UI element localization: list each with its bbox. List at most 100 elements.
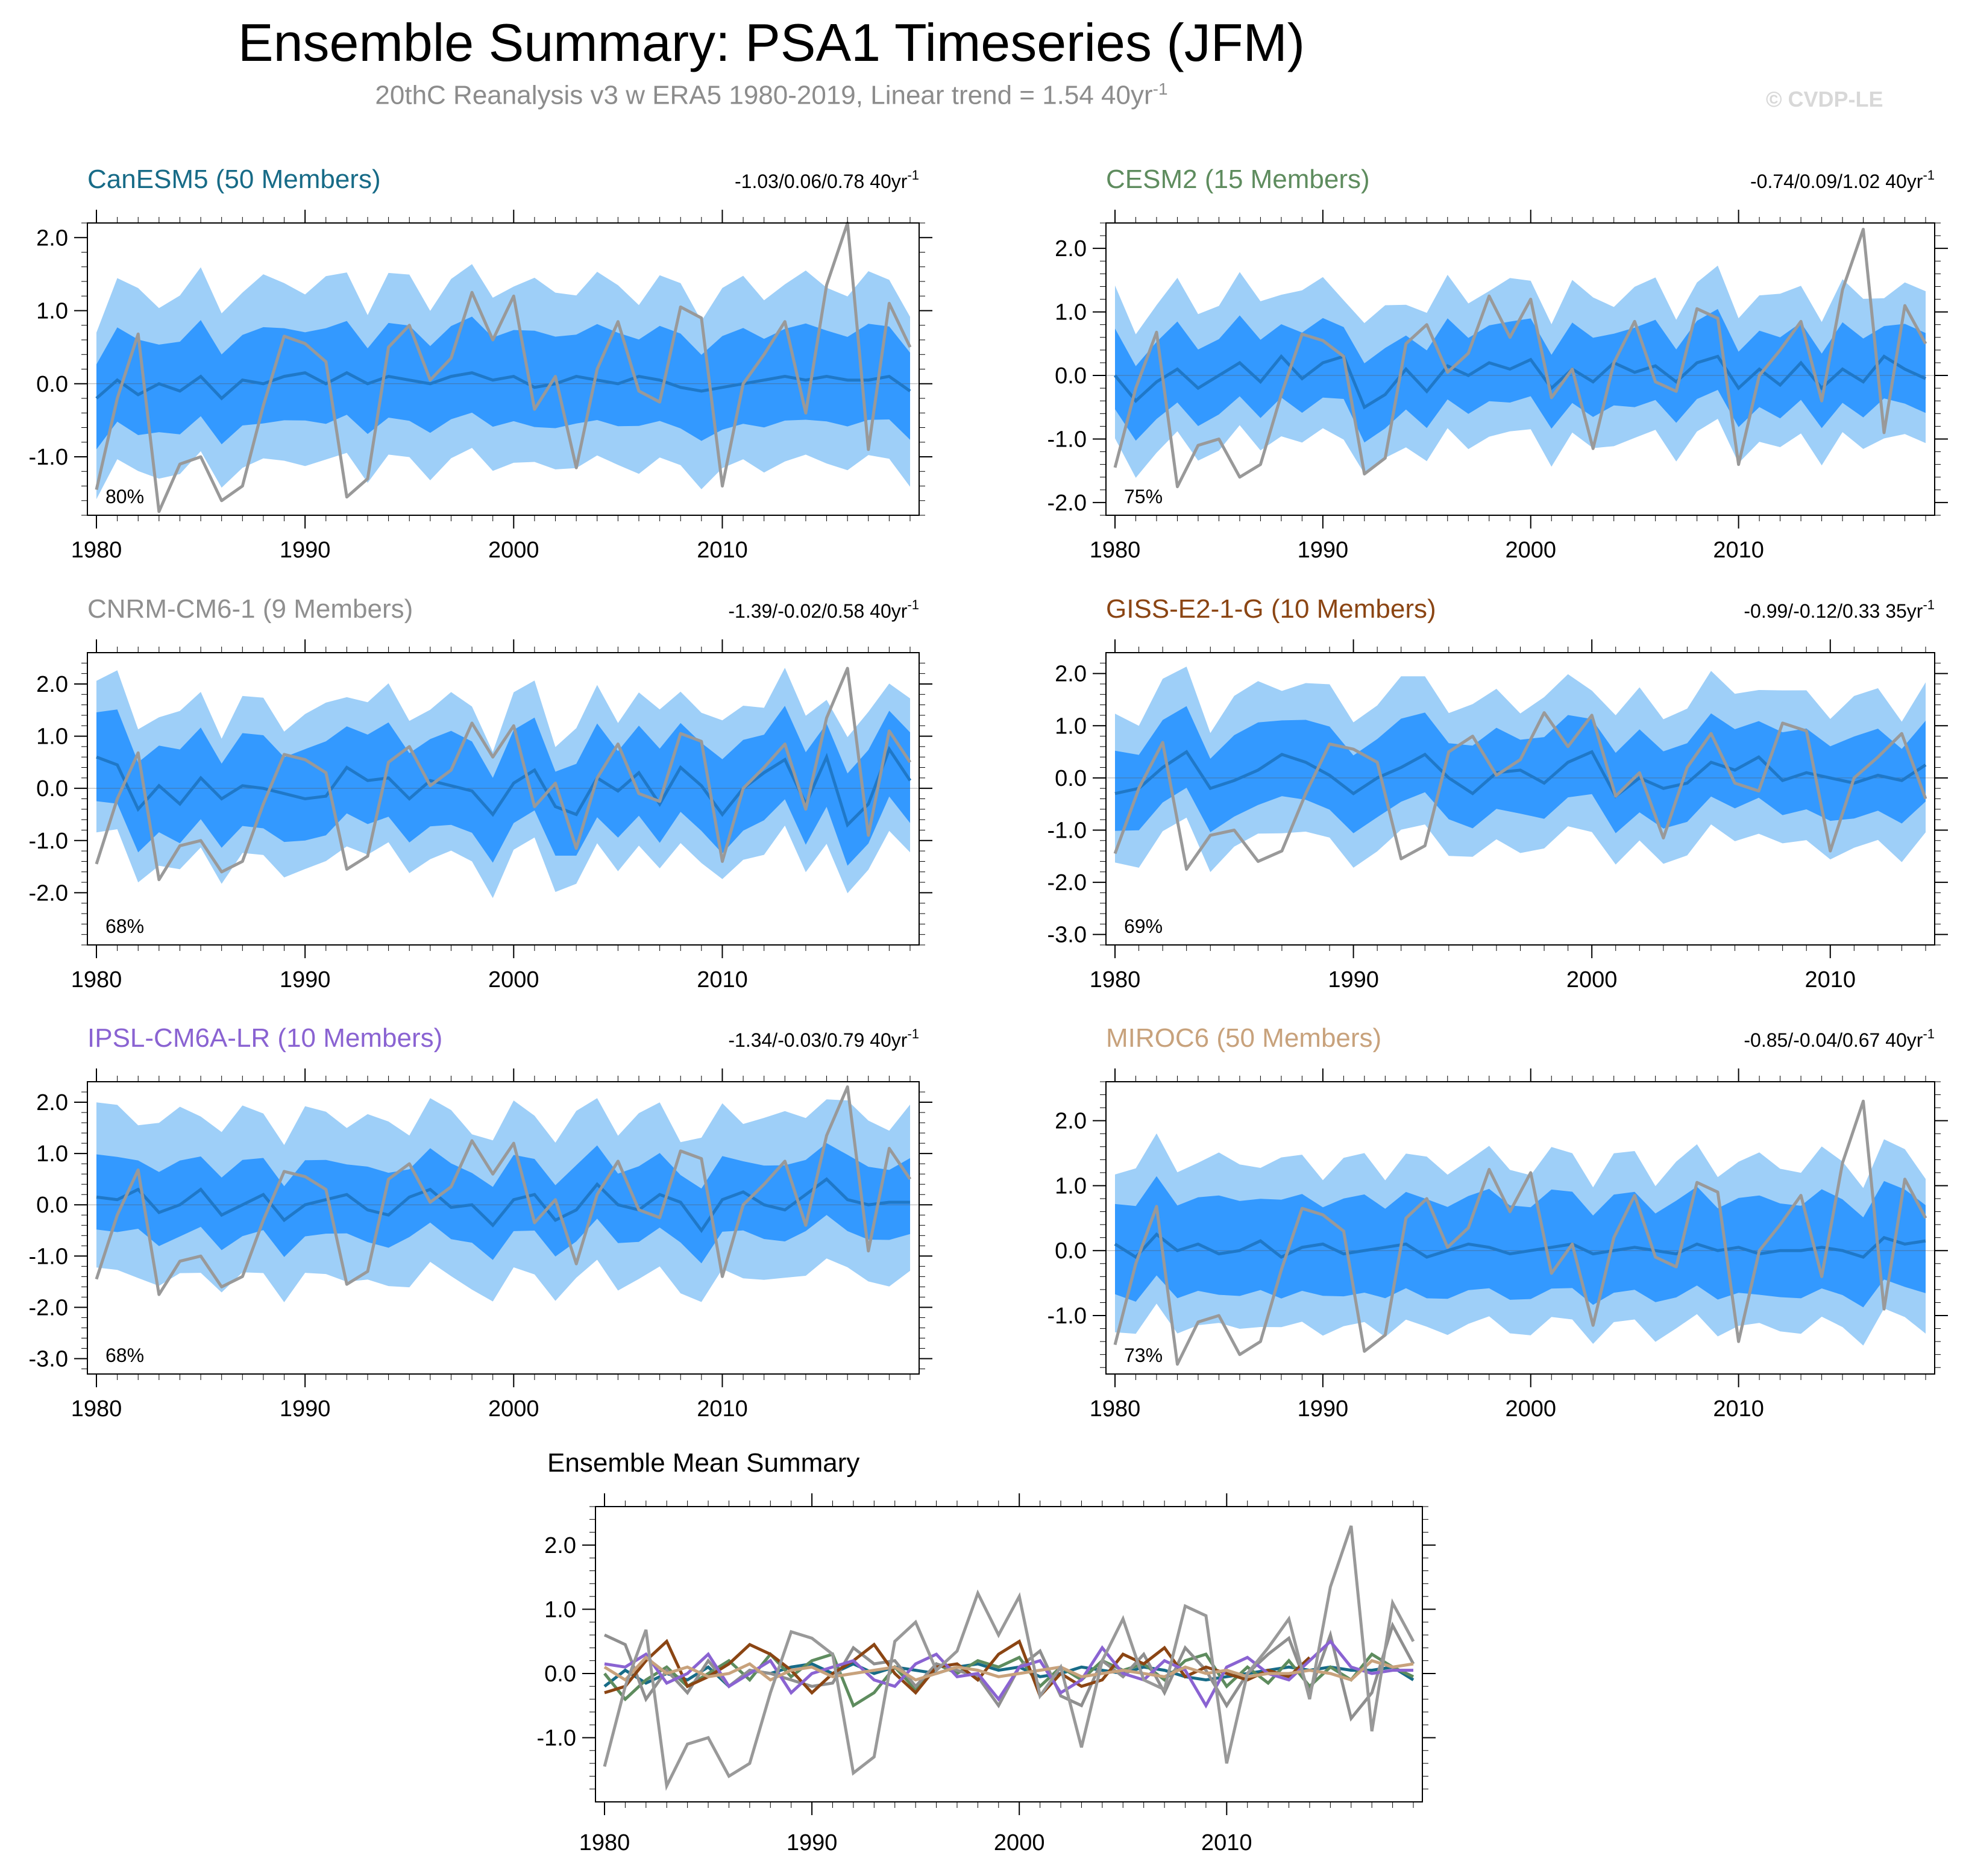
x-tick-label: 2000 [1566,967,1618,993]
x-tick-label: 1990 [1298,538,1349,563]
y-tick-label: -1.0 [1047,818,1087,843]
x-tick-label: 2010 [1713,538,1764,563]
y-tick-label: 0.0 [36,776,68,802]
trend-text: -0.85/-0.04/0.67 40yr [1744,1029,1923,1051]
summary-line-4 [604,1639,1413,1709]
y-tick-label: 2.0 [1055,662,1087,687]
panel-trend: -0.74/0.09/1.02 40yr-1 [1750,168,1935,192]
x-tick-label: 1990 [1328,967,1379,993]
panel-0: -1.0 0.0 1.0 2.0 1980 1990 2000 2010 CanESM5 (50… [29,165,932,563]
x-tick-label: 1990 [280,967,331,993]
y-tick-label: 2.0 [1055,1109,1087,1134]
ensemble-mean-line [96,745,912,828]
y-tick-label: 2.0 [36,672,68,697]
y-tick-label: -1.0 [29,829,68,854]
inner-spread-band [96,1143,910,1264]
inner-spread-band [96,706,910,866]
trend-exponent: -1 [907,168,919,183]
x-tick-label: 2000 [488,1396,539,1422]
y-tick-label: -2.0 [29,880,68,906]
plot-frame [1105,1081,1935,1375]
summary-line-3 [604,1639,1311,1699]
panel-5: -1.0 0.0 1.0 2.0 1980 1990 2000 2010 MIROC6 (50 … [1047,1023,1948,1422]
summary-observed-line [603,1525,1415,1791]
watermark: © CVDP-LE [1766,87,1883,111]
x-tick-label: 1980 [579,1830,630,1856]
trend-exponent: -1 [907,597,919,612]
y-tick-label: 1.0 [1055,1173,1087,1199]
y-tick-label: 0.0 [544,1661,576,1687]
y-tick-label: 1.0 [36,1141,68,1167]
panel-4: -3.0 -2.0 -1.0 0.0 1.0 2.0 1980 1990 2000 2010 IPS… [29,1023,932,1422]
panel-percent: 68% [105,915,144,937]
x-tick-label: 2010 [1804,967,1856,993]
summary-frame [595,1506,1423,1802]
y-tick-label: 0.0 [1055,1238,1087,1264]
y-tick-label: 0.0 [1055,766,1087,791]
x-tick-label: 1990 [787,1830,838,1856]
y-tick-label: -2.0 [1047,491,1087,516]
x-tick-label: 1990 [280,538,331,563]
x-tick-label: 2000 [488,538,539,563]
y-tick-label: -3.0 [1047,923,1087,948]
x-tick-label: 1980 [71,538,122,563]
panel-trend: -0.99/-0.12/0.33 35yr-1 [1744,597,1935,622]
panel-trend: -1.39/-0.02/0.58 40yr-1 [728,597,919,622]
y-tick-label: -1.0 [29,445,68,470]
x-tick-label: 2010 [697,1396,748,1422]
panel-title: IPSL-CM6A-LR (10 Members) [87,1023,442,1053]
x-tick-label: 1980 [1090,538,1141,563]
panel-title: CESM2 (15 Members) [1106,165,1370,194]
y-tick-label: -2.0 [1047,870,1087,896]
y-tick-label: 0.0 [36,372,68,397]
summary-title: Ensemble Mean Summary [547,1448,859,1478]
observed-line [95,221,912,513]
y-tick-label: 0.0 [1055,363,1087,389]
ensemble-mean-line [96,1177,910,1234]
subtitle-exponent: -1 [1152,80,1168,98]
x-tick-label: 2010 [697,538,748,563]
plot-frame [87,1081,920,1375]
panel-percent: 73% [1124,1344,1163,1366]
panel-trend: -1.34/-0.03/0.79 40yr-1 [728,1026,919,1051]
x-tick-label: 1980 [71,967,122,993]
x-tick-label: 2000 [1505,538,1556,563]
y-tick-label: 2.0 [1055,236,1087,262]
ensemble-mean-line [95,371,911,401]
x-tick-label: 2010 [1201,1830,1252,1856]
y-tick-label: 1.0 [1055,714,1087,739]
y-tick-label: 1.0 [1055,300,1087,325]
x-tick-label: 1990 [1298,1396,1349,1422]
trend-text: -1.34/-0.03/0.79 40yr [728,1029,907,1051]
y-tick-label: -1.0 [1047,1303,1087,1329]
panel-title: CNRM-CM6-1 (9 Members) [87,594,413,624]
trend-exponent: -1 [1923,168,1935,183]
inner-spread-band [96,316,910,450]
y-tick-label: -1.0 [29,1244,68,1269]
x-tick-label: 1980 [1090,1396,1141,1422]
panel-title: GISS-E2-1-G (10 Members) [1106,594,1436,624]
x-tick-label: 1980 [71,1396,122,1422]
panel-percent: 69% [1124,915,1163,937]
plot-frame [1105,222,1935,516]
y-tick-label: 2.0 [544,1533,576,1558]
panel-trend: -1.03/0.06/0.78 40yr-1 [735,168,919,192]
x-tick-label: 2000 [994,1830,1045,1856]
trend-text: -1.03/0.06/0.78 40yr [735,171,908,192]
x-tick-label: 2010 [1713,1396,1764,1422]
panel-percent: 68% [105,1344,144,1366]
trend-text: -0.74/0.09/1.02 40yr [1750,171,1923,192]
summary-line-5 [603,1655,1414,1682]
y-tick-label: 1.0 [36,299,68,324]
y-tick-label: 1.0 [36,724,68,750]
trend-text: -0.99/-0.12/0.33 35yr [1744,600,1923,622]
panel-percent: 80% [105,486,144,507]
trend-exponent: -1 [907,1026,919,1041]
y-tick-label: 2.0 [36,1090,68,1115]
y-tick-label: -3.0 [29,1346,68,1372]
ensemble-mean-line [1114,354,1927,410]
y-tick-label: 2.0 [36,225,68,251]
observed-line [95,1085,912,1296]
x-tick-label: 2010 [697,967,748,993]
